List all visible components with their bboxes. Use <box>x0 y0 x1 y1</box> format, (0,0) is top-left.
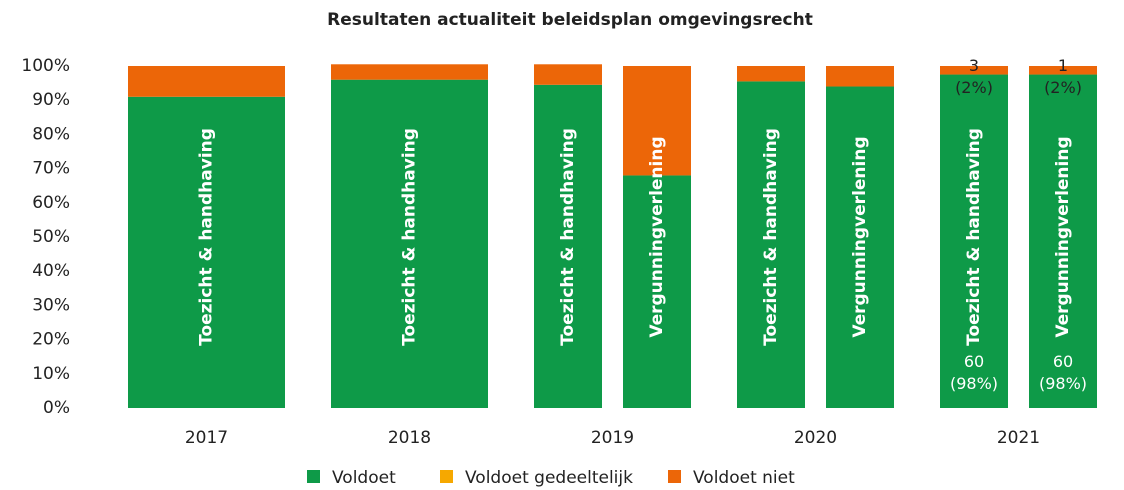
data-label: 3 (2%) <box>955 56 993 97</box>
legend-label: Voldoet niet <box>693 468 795 488</box>
bar-label: Toezicht & handhaving <box>400 128 420 346</box>
bar-label: Toezicht & handhaving <box>558 128 578 346</box>
y-tick-label: 50% <box>32 227 70 247</box>
bar-segment <box>737 81 805 408</box>
bar-segment <box>331 79 488 409</box>
x-group-label: 2018 <box>388 428 431 448</box>
bar-segment <box>1029 66 1097 75</box>
legend-swatch <box>440 470 453 483</box>
bar-segment <box>534 64 602 85</box>
data-label: 60 (98%) <box>1039 352 1087 393</box>
x-group-label: 2017 <box>185 428 228 448</box>
bar-segment <box>940 74 1008 409</box>
x-group-label: 2020 <box>794 428 837 448</box>
y-tick-label: 20% <box>32 330 70 350</box>
y-tick-label: 70% <box>32 159 70 179</box>
bar-label: Vergunningverlening <box>1053 136 1073 337</box>
data-label: 60 (98%) <box>950 352 998 393</box>
bar-label: Toezicht & handhaving <box>964 128 984 346</box>
y-tick-label: 0% <box>43 398 70 418</box>
bar-segment <box>1029 74 1097 409</box>
y-tick-label: 60% <box>32 193 70 213</box>
legend-label: Voldoet <box>332 468 396 488</box>
bar-segment <box>534 84 602 408</box>
y-tick-label: 80% <box>32 124 70 144</box>
y-tick-label: 100% <box>21 56 70 76</box>
bar-segment <box>623 175 691 408</box>
legend-swatch <box>307 470 320 483</box>
bar-segment <box>940 66 1008 75</box>
y-tick-label: 10% <box>32 364 70 384</box>
bar-label: Vergunningverlening <box>647 136 667 337</box>
bar-segment <box>128 66 285 97</box>
x-group-label: 2021 <box>997 428 1040 448</box>
y-tick-label: 90% <box>32 90 70 110</box>
bar-label: Toezicht & handhaving <box>761 128 781 346</box>
bar-segment <box>331 64 488 80</box>
bar-segment <box>128 96 285 408</box>
x-group-label: 2019 <box>591 428 634 448</box>
bar-segment <box>826 86 894 409</box>
bar-segment <box>737 66 805 82</box>
data-label: 1 (2%) <box>1044 56 1082 97</box>
y-tick-label: 40% <box>32 261 70 281</box>
bar-segment <box>826 66 894 87</box>
y-tick-label: 30% <box>32 295 70 315</box>
bar-segment <box>623 66 691 176</box>
bar-label: Toezicht & handhaving <box>197 128 217 346</box>
chart-title: Resultaten actualiteit beleidsplan omgev… <box>327 10 813 30</box>
legend-swatch <box>668 470 681 483</box>
legend-label: Voldoet gedeeltelijk <box>465 468 633 488</box>
bar-label: Vergunningverlening <box>850 136 870 337</box>
